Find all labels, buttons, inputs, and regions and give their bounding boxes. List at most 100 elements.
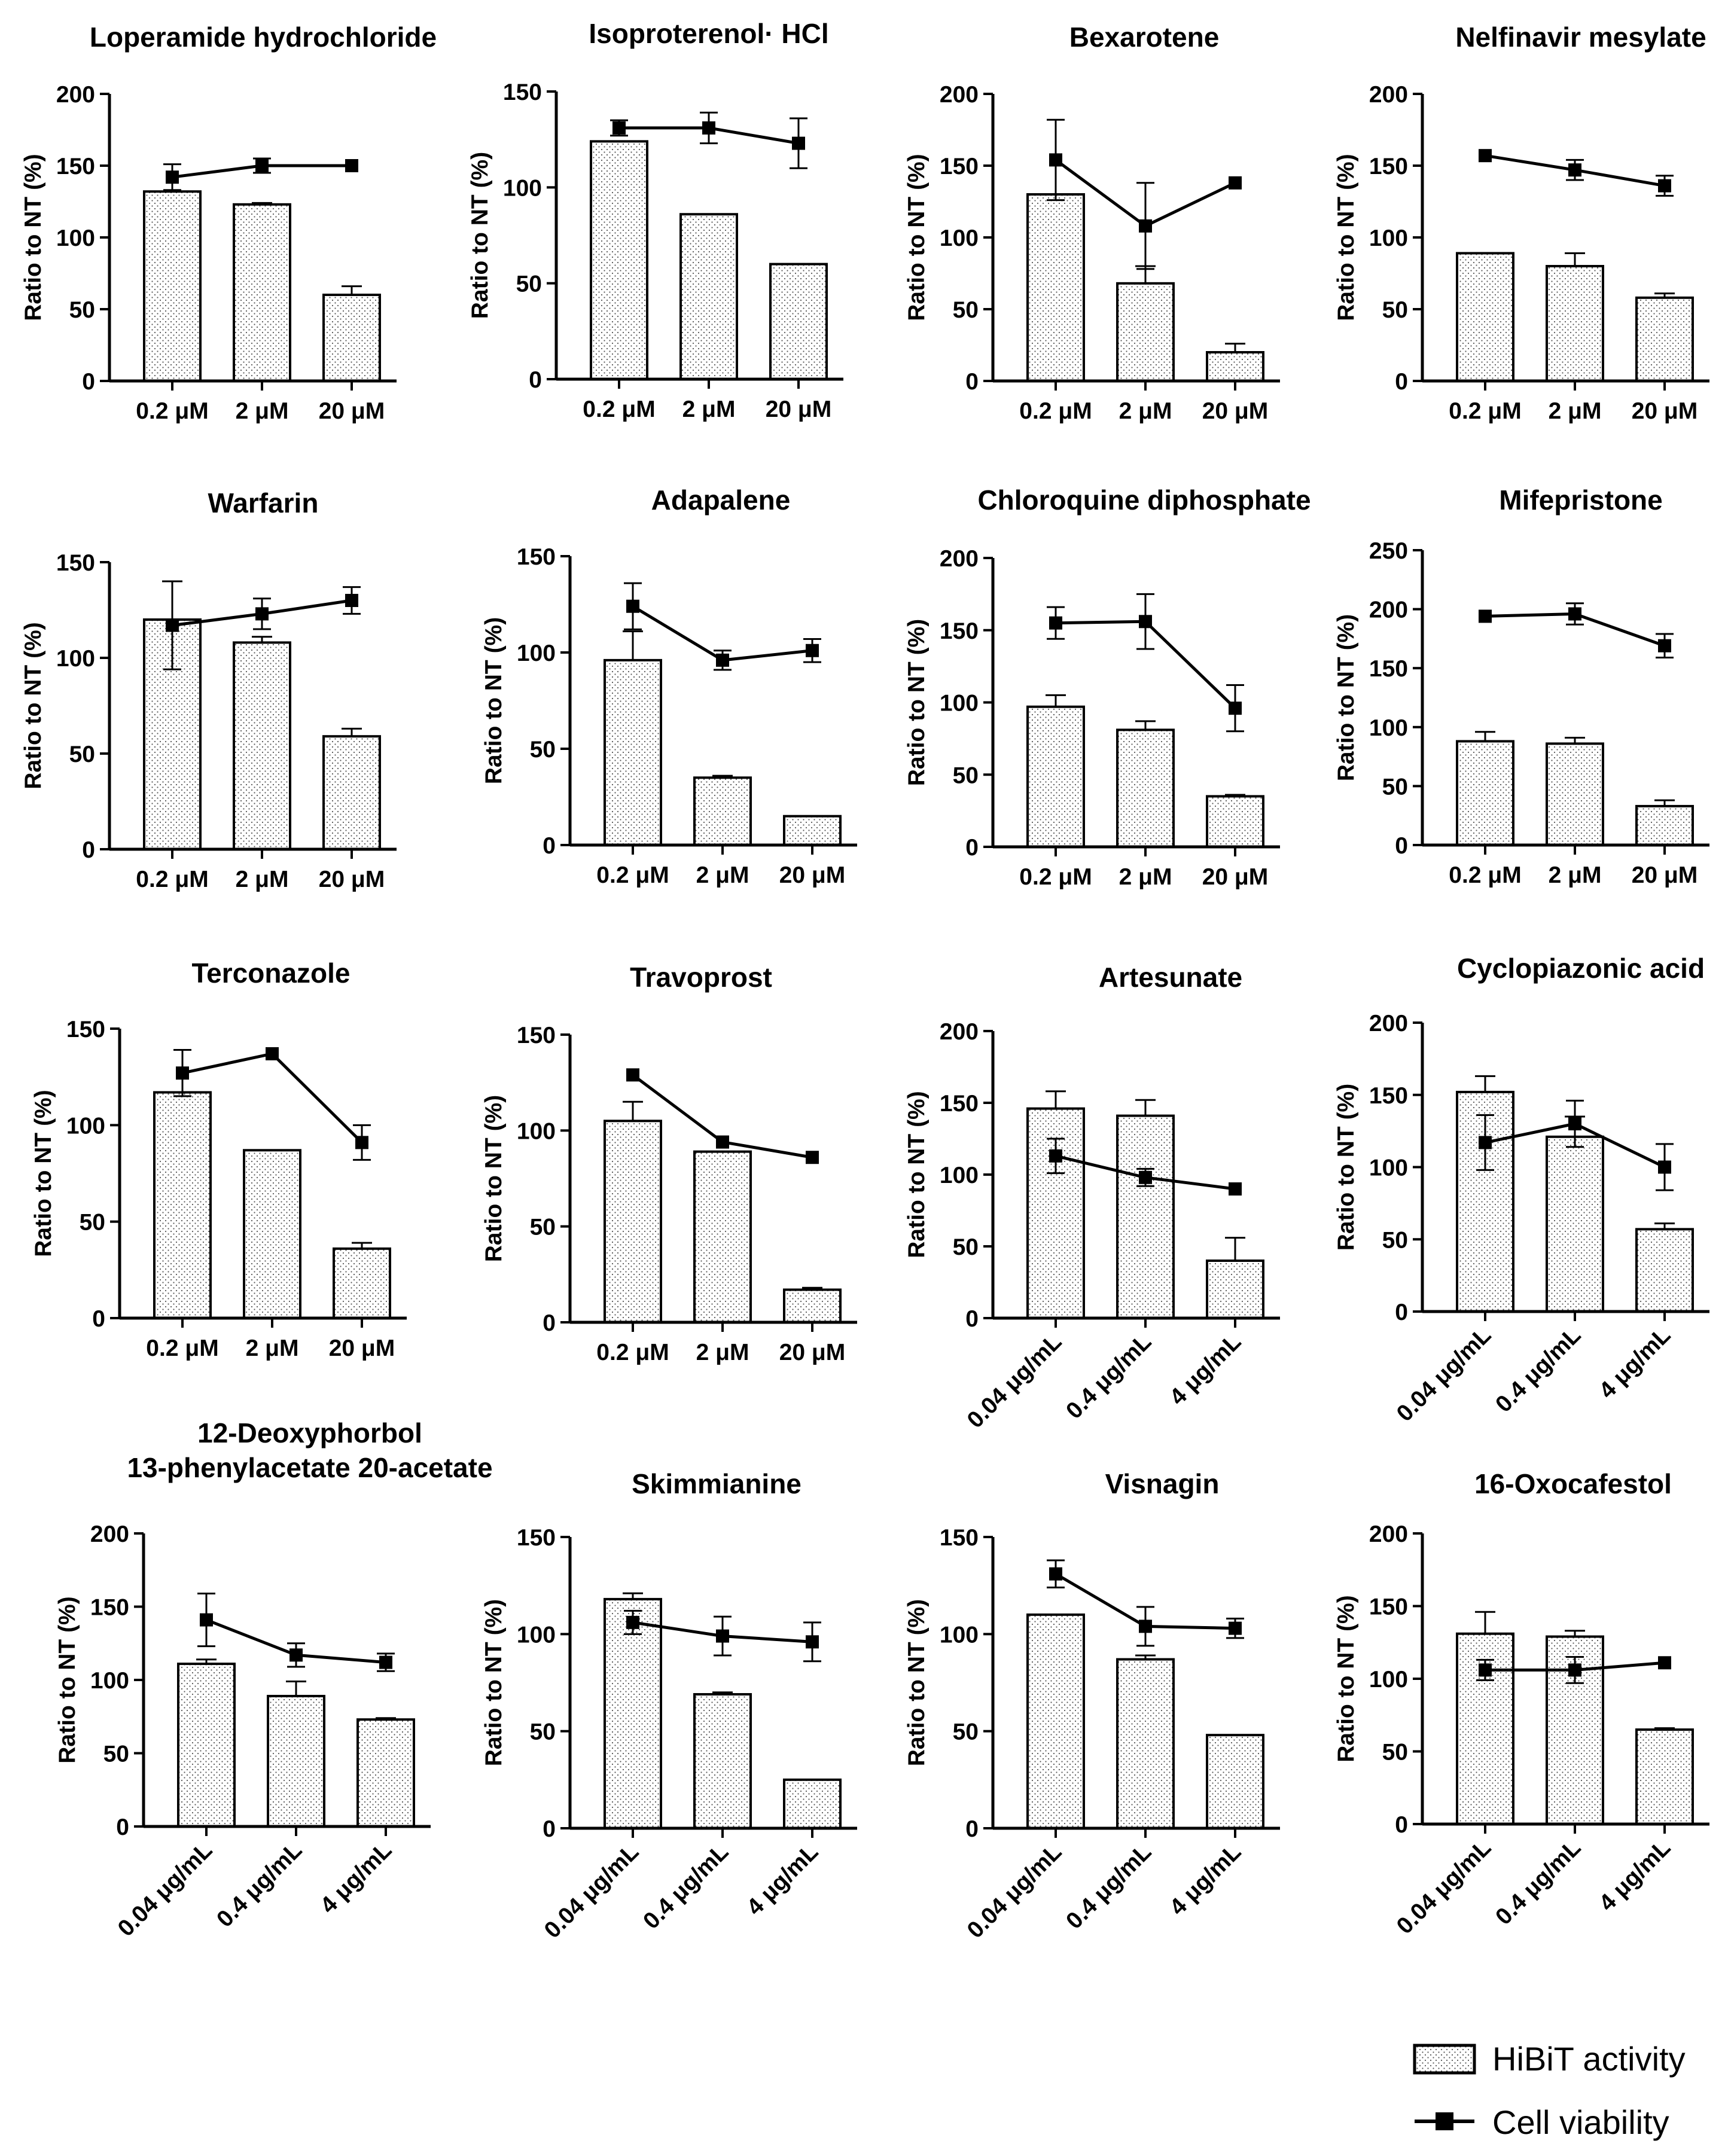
y-tick-label: 0 (92, 1306, 105, 1332)
y-tick-label: 100 (90, 1668, 129, 1694)
x-tick-label: 0.4 μg/mL (1061, 1839, 1156, 1934)
chart-title: Bexarotene (1069, 22, 1220, 53)
chart-title: Loperamide hydrochloride (90, 22, 437, 53)
y-tick-label: 50 (953, 1719, 979, 1745)
y-tick-label: 50 (103, 1742, 129, 1767)
y-tick-label: 50 (80, 1210, 105, 1236)
x-tick-label: 2 μM (696, 1340, 749, 1365)
y-tick-label: 100 (940, 225, 979, 251)
bar (604, 658, 662, 846)
x-tick-label: 2 μM (1119, 398, 1172, 424)
y-tick-label: 50 (1382, 297, 1408, 323)
bar (322, 735, 381, 850)
x-tick-label: 4 μg/mL (1594, 1322, 1675, 1404)
y-tick-label: 0 (543, 1816, 556, 1842)
y-tick-label: 0 (82, 837, 95, 863)
y-tick-label: 200 (1369, 597, 1408, 623)
viability-point (255, 607, 269, 621)
y-axis-label: Ratio to NT (%) (31, 1090, 56, 1257)
bar (1635, 804, 1694, 846)
x-tick-label: 2 μM (236, 867, 289, 892)
bar (693, 776, 752, 847)
legend: HiBiT activity Cell viability (1413, 2040, 1686, 2141)
y-tick-label: 100 (1369, 225, 1408, 251)
chart-panel: 12-Deoxyphorbol 13-phenylacetate 20-aceta… (54, 1417, 493, 1941)
y-tick-label: 50 (530, 737, 556, 763)
x-tick-label: 0.2 μM (596, 1340, 669, 1365)
viability-point (612, 121, 626, 135)
x-tick-label: 0.2 μM (146, 1335, 218, 1361)
x-tick-label: 20 μM (329, 1335, 395, 1361)
chart-panel: Artesunate Ratio to NT (%) 0 50 100 150 200 0.0… (904, 962, 1280, 1433)
chart-title: Artesunate (1099, 962, 1242, 993)
y-tick-label: 50 (953, 297, 979, 323)
x-tick-label: 20 μM (319, 867, 385, 892)
x-tick-label: 4 μg/mL (1165, 1329, 1246, 1410)
y-tick-label: 100 (1369, 1667, 1408, 1693)
y-tick-label: 50 (1382, 774, 1408, 800)
y-axis-label: Ratio to NT (%) (904, 619, 930, 786)
viability-point (1049, 153, 1062, 167)
viability-point (806, 1635, 819, 1649)
bar (679, 213, 738, 380)
bar (1116, 1658, 1175, 1830)
x-tick-label: 2 μM (246, 1335, 299, 1361)
x-tick-label: 0.4 μg/mL (212, 1837, 307, 1932)
y-tick-label: 150 (66, 1017, 105, 1042)
bar (322, 294, 381, 382)
viability-point (355, 1136, 368, 1149)
y-tick-label: 50 (69, 297, 95, 323)
viability-point (1658, 179, 1671, 193)
y-tick-label: 100 (1369, 1155, 1408, 1181)
x-tick-label: 2 μM (1119, 864, 1172, 890)
viability-point (166, 170, 179, 184)
bar (243, 1149, 301, 1320)
x-tick-label: 4 μg/mL (315, 1837, 397, 1919)
viability-point (626, 599, 639, 613)
y-tick-label: 0 (116, 1815, 129, 1840)
chart-title: Visnagin (1105, 1468, 1220, 1499)
bar (1206, 351, 1264, 382)
chart-panel: Travoprost Ratio to NT (%) 0 50 100 150 0.2 μM… (481, 962, 857, 1365)
bar (1546, 742, 1604, 846)
bar (1546, 1135, 1604, 1313)
y-axis-label: Ratio to NT (%) (904, 1599, 930, 1766)
y-tick-label: 50 (530, 1215, 556, 1240)
chart-panel: Nelfinavir mesylate Ratio to NT (%) 0 50 100… (1333, 22, 1709, 424)
bar (1026, 1613, 1085, 1830)
y-tick-label: 100 (517, 641, 556, 666)
y-tick-label: 100 (517, 1118, 556, 1144)
chart-title: 16-Oxocafestol (1474, 1468, 1672, 1499)
bar (1206, 1734, 1264, 1829)
x-tick-label: 0.04 μg/mL (540, 1839, 644, 1943)
y-axis-label: Ratio to NT (%) (54, 1596, 80, 1763)
x-tick-label: 4 μg/mL (1594, 1835, 1675, 1916)
y-tick-label: 0 (543, 833, 556, 859)
y-tick-label: 150 (56, 550, 95, 576)
viability-point (1139, 1620, 1152, 1633)
bar (693, 1693, 752, 1829)
chart-title: Nelfinavir mesylate (1455, 22, 1706, 53)
x-tick-label: 0.04 μg/mL (1392, 1322, 1496, 1426)
y-tick-label: 0 (1395, 369, 1408, 395)
viability-point (626, 1615, 639, 1629)
y-tick-label: 100 (56, 646, 95, 672)
bar (333, 1247, 391, 1320)
y-tick-label: 200 (940, 546, 979, 572)
bar (1456, 740, 1514, 846)
x-tick-label: 2 μM (236, 398, 289, 424)
chart-panel: Chloroquine diphosphate Ratio to NT (%) 0 5… (904, 484, 1311, 890)
viability-point (702, 121, 715, 135)
x-tick-label: 20 μM (319, 398, 385, 424)
viability-point (1568, 607, 1581, 621)
viability-point (1479, 1663, 1492, 1677)
legend-bar-swatch (1413, 2044, 1476, 2075)
x-tick-label: 20 μM (779, 862, 846, 888)
x-tick-label: 20 μM (766, 397, 832, 422)
x-tick-label: 0.04 μg/mL (1392, 1835, 1496, 1939)
y-tick-label: 0 (965, 1306, 979, 1332)
y-tick-label: 100 (517, 1622, 556, 1648)
chart-title: Travoprost (630, 962, 772, 993)
bar (1026, 705, 1085, 848)
legend-marker-swatch (1436, 2112, 1453, 2130)
